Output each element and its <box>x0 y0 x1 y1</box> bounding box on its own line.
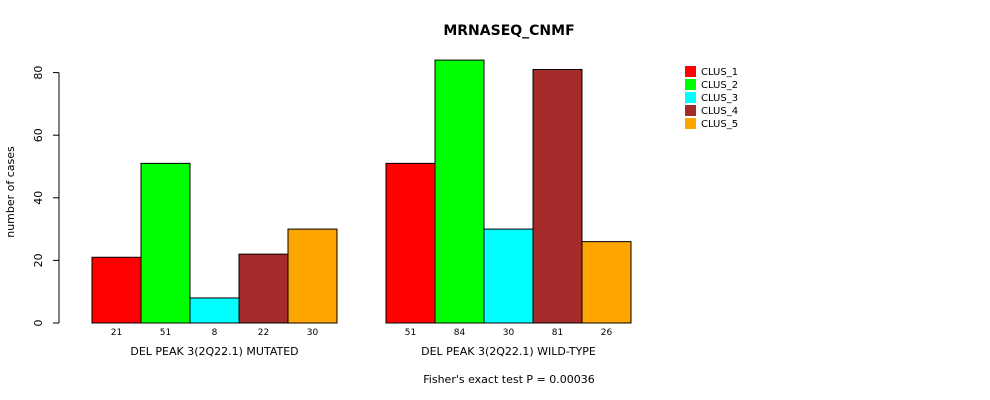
bar-value-labels: 21 51 8 22 30 51 84 30 81 26 <box>111 328 613 338</box>
legend-swatch <box>685 79 696 90</box>
y-tick-label: 60 <box>32 128 45 142</box>
y-tick-label: 20 <box>32 253 45 267</box>
legend-label: CLUS_4 <box>701 106 738 117</box>
legend: CLUS_1 CLUS_2 CLUS_3 CLUS_4 CLUS_5 <box>685 66 738 130</box>
bar <box>483 228 534 324</box>
legend-label: CLUS_1 <box>701 67 738 78</box>
fisher-test-annotation: Fisher's exact test P = 0.00036 <box>423 373 594 386</box>
group-labels: DEL PEAK 3(2Q22.1) MUTATED DEL PEAK 3(2Q2… <box>130 345 596 358</box>
bar <box>581 241 632 324</box>
group-label: DEL PEAK 3(2Q22.1) MUTATED <box>130 345 298 358</box>
bar <box>140 162 191 324</box>
legend-label: CLUS_2 <box>701 80 738 91</box>
bar <box>91 256 142 324</box>
bar-value-label: 84 <box>454 328 466 338</box>
bar-value-label: 30 <box>307 328 319 338</box>
chart-title: MRNASEQ_CNMF <box>443 23 574 39</box>
legend-swatch <box>685 105 696 116</box>
bar-value-label: 51 <box>405 328 416 338</box>
y-axis: 0 20 40 60 80 <box>32 66 60 327</box>
bar-value-label: 8 <box>212 328 218 338</box>
y-tick-label: 0 <box>32 320 45 327</box>
y-tick-label: 40 <box>32 191 45 205</box>
bars <box>91 59 632 324</box>
legend-swatch <box>685 66 696 77</box>
bar-value-label: 51 <box>160 328 171 338</box>
bar <box>189 297 240 324</box>
bar-value-label: 26 <box>601 328 613 338</box>
legend-swatch <box>685 118 696 129</box>
group-label: DEL PEAK 3(2Q22.1) WILD-TYPE <box>421 345 596 358</box>
bar-value-label: 22 <box>258 328 269 338</box>
bar <box>238 253 289 324</box>
bar-value-label: 21 <box>111 328 122 338</box>
bar <box>287 228 338 324</box>
legend-swatch <box>685 92 696 103</box>
y-tick-label: 80 <box>32 66 45 80</box>
bar <box>434 59 485 324</box>
bar <box>385 162 436 324</box>
bar-value-label: 30 <box>503 328 515 338</box>
bar-value-label: 81 <box>552 328 563 338</box>
bar <box>532 68 583 324</box>
y-axis-label: number of cases <box>4 146 17 238</box>
legend-label: CLUS_5 <box>701 119 738 130</box>
legend-label: CLUS_3 <box>701 93 738 104</box>
